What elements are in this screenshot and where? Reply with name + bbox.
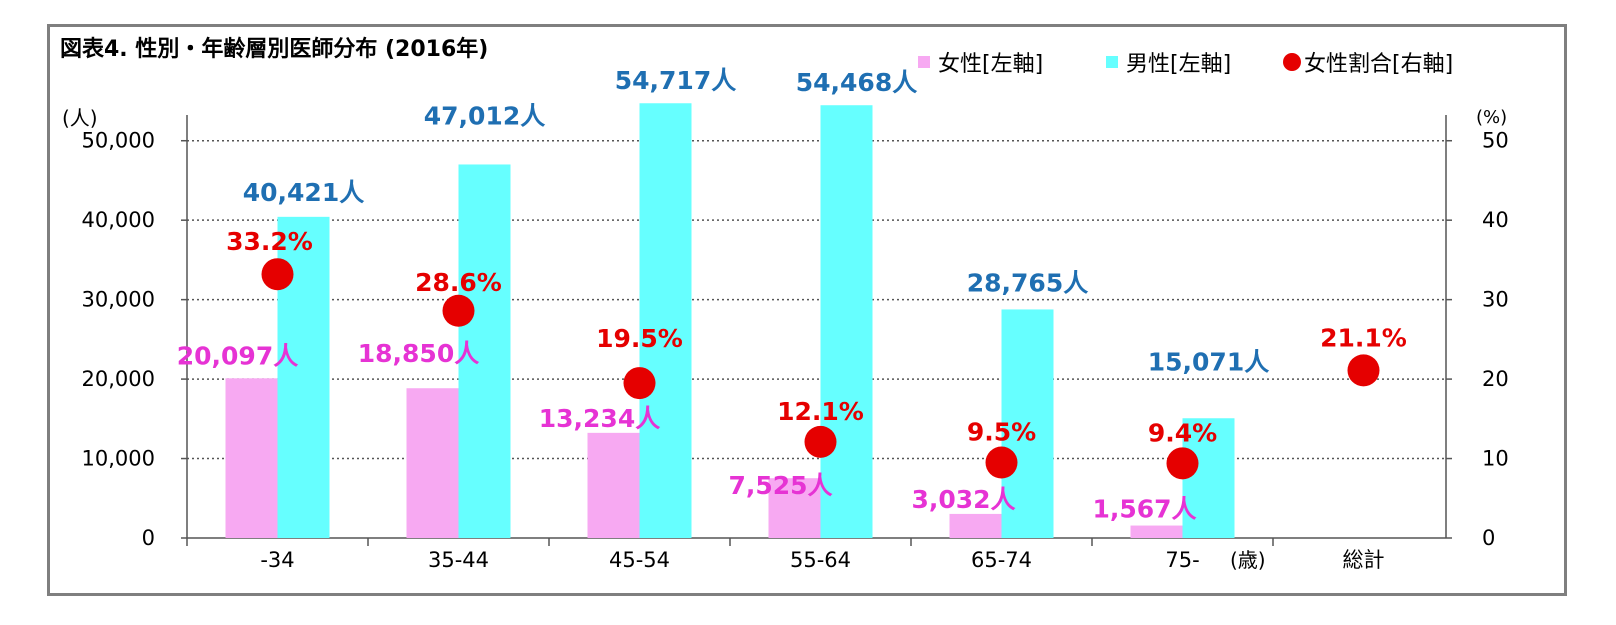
y-left-tick-label: 10,000 bbox=[82, 447, 155, 471]
y-right-tick-labels: 0 10 20 30 40 50 bbox=[1482, 129, 1509, 550]
female-ratio-label: 9.4% bbox=[1148, 418, 1217, 447]
female-bar bbox=[587, 432, 640, 538]
male-value-label: 54,717人 bbox=[615, 66, 736, 95]
male-bar bbox=[639, 103, 692, 538]
female-bar bbox=[949, 513, 1002, 538]
legend-swatch bbox=[918, 56, 930, 68]
female-ratio-label: 28.6% bbox=[415, 268, 502, 297]
y-right-tick-label: 10 bbox=[1482, 447, 1509, 471]
female-ratio-point bbox=[623, 367, 656, 400]
y-left-tick-label: 0 bbox=[142, 526, 155, 550]
y-right-tick-label: 40 bbox=[1482, 208, 1509, 232]
female-ratio-point bbox=[442, 294, 475, 327]
x-tick-label: 総計 bbox=[1343, 548, 1385, 572]
female-bar bbox=[225, 378, 278, 538]
y-right-tick-label: 30 bbox=[1482, 288, 1509, 312]
x-tick-label: 35-44 bbox=[428, 548, 489, 572]
legend-label: 女性[左軸] bbox=[938, 52, 1043, 77]
x-tick-labels: -34 35-44 45-54 55-64 65-74 75- 総計 bbox=[260, 548, 1384, 572]
legend-marker bbox=[1283, 53, 1301, 71]
female-bars bbox=[225, 378, 1183, 538]
x-tick-label: 45-54 bbox=[609, 548, 670, 572]
chart-frame: 図表4. 性別・年齢層別医師分布 (2016年) 女性[左軸] 男性[左軸] 女性割… bbox=[47, 24, 1567, 596]
male-bar bbox=[458, 164, 511, 538]
female-ratio-label: 9.5% bbox=[967, 418, 1036, 447]
male-value-label: 40,421人 bbox=[243, 178, 364, 207]
male-bar bbox=[1182, 418, 1235, 538]
female-ratio-label: 19.5% bbox=[596, 324, 683, 353]
female-ratio-label: 12.1% bbox=[777, 397, 864, 426]
y-right-tick-label: 50 bbox=[1482, 129, 1509, 153]
y-right-tick-label: 0 bbox=[1482, 526, 1495, 550]
female-ratio-label: 33.2% bbox=[226, 227, 313, 256]
female-value-label: 13,234人 bbox=[539, 404, 660, 433]
male-value-label: 28,765人 bbox=[967, 268, 1088, 297]
male-bar bbox=[820, 105, 873, 538]
female-bar bbox=[406, 388, 459, 538]
female-value-label: 7,525人 bbox=[728, 471, 832, 500]
x-tick-label: 75- bbox=[1165, 548, 1199, 572]
female-value-label: 20,097人 bbox=[177, 341, 298, 370]
x-tick-label: 65-74 bbox=[971, 548, 1032, 572]
chart: 図表4. 性別・年齢層別医師分布 (2016年) 女性[左軸] 男性[左軸] 女性割… bbox=[60, 36, 1509, 572]
y-left-tick-label: 50,000 bbox=[82, 129, 155, 153]
x-tick-label: -34 bbox=[260, 548, 294, 572]
female-value-label: 1,567人 bbox=[1092, 495, 1196, 524]
legend-label: 女性割合[右軸] bbox=[1304, 52, 1453, 77]
female-ratio-point bbox=[261, 258, 294, 291]
female-value-label: 18,850人 bbox=[358, 339, 479, 368]
male-value-label: 54,468人 bbox=[796, 68, 917, 97]
female-bar bbox=[1130, 525, 1183, 538]
legend-label: 男性[左軸] bbox=[1126, 52, 1231, 77]
female-value-label: 3,032人 bbox=[911, 485, 1015, 514]
female-ratio-point bbox=[804, 425, 837, 458]
female-ratio-point bbox=[985, 446, 1018, 479]
legend: 女性[左軸] 男性[左軸] 女性割合[右軸] bbox=[918, 52, 1453, 77]
legend-swatch bbox=[1106, 56, 1118, 68]
female-bar bbox=[768, 478, 821, 538]
x-unit-label: (歳) bbox=[1230, 548, 1266, 572]
y-left-tick-label: 20,000 bbox=[82, 367, 155, 391]
female-ratio-point bbox=[1166, 447, 1199, 480]
chart-title: 図表4. 性別・年齢層別医師分布 (2016年) bbox=[60, 36, 488, 62]
female-ratio-label: 21.1% bbox=[1320, 323, 1407, 352]
male-value-label: 15,071人 bbox=[1148, 347, 1269, 376]
y-right-tick-label: 20 bbox=[1482, 367, 1509, 391]
y-right-unit: (%) bbox=[1476, 107, 1507, 128]
y-left-tick-labels: 0 10,000 20,000 30,000 40,000 50,000 bbox=[82, 129, 155, 550]
y-left-tick-label: 40,000 bbox=[82, 208, 155, 232]
x-tick-label: 55-64 bbox=[790, 548, 851, 572]
data-labels: 20,097人 18,850人 13,234人 7,525人 3,032人 1,567人 4… bbox=[177, 66, 1407, 523]
male-value-label: 47,012人 bbox=[424, 101, 545, 130]
male-bar bbox=[1001, 309, 1054, 538]
female-ratio-points bbox=[261, 258, 1380, 480]
y-left-unit: (人) bbox=[62, 106, 98, 130]
y-left-tick-label: 30,000 bbox=[82, 288, 155, 312]
female-ratio-point bbox=[1347, 354, 1380, 387]
